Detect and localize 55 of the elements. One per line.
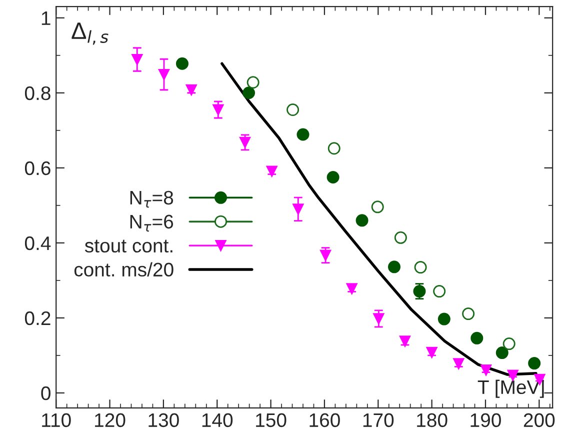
point: [356, 214, 368, 227]
x-tick-label: 130: [148, 413, 179, 428]
y-tick-label: 0.2: [24, 311, 50, 326]
point: [528, 357, 541, 370]
point: [328, 142, 340, 155]
point: [346, 283, 358, 294]
point: [286, 104, 300, 116]
point: [158, 68, 170, 80]
x-tick-label: 170: [363, 413, 394, 428]
y-axis-title: Δ$_{l,s}$: [72, 22, 108, 45]
point: [212, 104, 224, 116]
point: [438, 312, 450, 326]
legend-label: N$_{τ}$=8: [130, 190, 174, 208]
y-tick-label: 0: [41, 386, 50, 400]
point: [414, 261, 427, 274]
point: [426, 346, 438, 358]
x-tick-label: 190: [470, 413, 501, 428]
point: [394, 231, 407, 244]
y-tick-label: 0.6: [24, 161, 50, 176]
legend-label: cont. ms/20: [74, 262, 174, 277]
point: [462, 308, 475, 320]
point: [326, 171, 340, 184]
point: [453, 358, 464, 370]
point: [470, 332, 484, 344]
x-tick-label: 150: [256, 413, 286, 428]
point: [296, 128, 310, 141]
y-tick-label: 1: [42, 12, 50, 25]
point: [176, 57, 188, 70]
point: [239, 136, 251, 148]
point: [373, 313, 384, 324]
x-tick-label: 140: [202, 413, 233, 428]
y-tick-label: 0.4: [24, 236, 51, 250]
x-axis-title: T [MeV]: [478, 380, 544, 398]
x-tick-label: 110: [42, 413, 71, 428]
y-tick-label: 0.8: [24, 86, 50, 100]
x-tick-label: 160: [310, 413, 340, 428]
x-tick-label: 200: [524, 413, 555, 428]
point: [242, 86, 256, 100]
legend-label: stout cont.: [84, 240, 172, 253]
point: [186, 84, 197, 96]
point: [502, 338, 516, 350]
point: [496, 346, 508, 360]
point: [246, 76, 260, 89]
point: [480, 364, 492, 376]
point: [371, 200, 384, 214]
x-tick-label: 180: [417, 413, 448, 428]
point: [266, 166, 278, 177]
point: [320, 250, 332, 261]
point: [388, 260, 400, 274]
point: [292, 204, 304, 215]
x-tick-label: 120: [95, 413, 126, 428]
point: [399, 336, 411, 347]
point: [433, 285, 446, 298]
point: [132, 54, 143, 66]
legend-label: N$_{τ}$=6: [130, 214, 174, 232]
